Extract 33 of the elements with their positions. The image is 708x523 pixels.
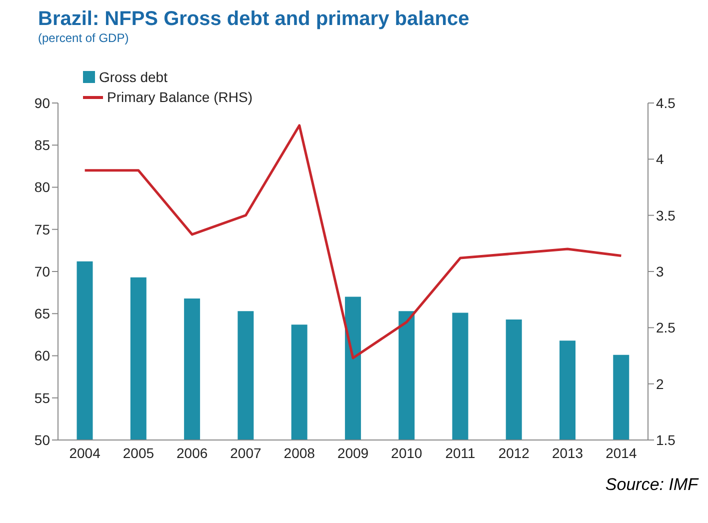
y-tick-label: 60 (34, 348, 50, 364)
x-tick-label: 2010 (391, 444, 422, 461)
y-tick-label: 75 (34, 221, 50, 238)
x-tick-label: 2012 (498, 444, 530, 461)
legend-label: Gross debt (99, 69, 168, 85)
y-tick-label: 85 (34, 137, 50, 154)
y-tick-label: 90 (34, 94, 50, 111)
y2-tick-label: 3 (656, 263, 664, 280)
y-tick-label: 70 (34, 263, 50, 280)
x-tick-label: 2005 (122, 444, 154, 461)
y2-tick-label: 2 (656, 376, 664, 392)
y2-tick-label: 4.5 (656, 94, 676, 111)
x-tick-label: 2008 (284, 444, 316, 461)
y-tick-label: 65 (34, 306, 50, 322)
source-note: Source: IMF (604, 475, 698, 495)
x-tick-label: 2004 (69, 444, 101, 461)
line-series (84, 124, 622, 360)
chart-subtitle: (percent of GDP) (38, 31, 130, 45)
y-tick-label: 55 (34, 390, 50, 406)
y2-tick-label: 3.5 (656, 207, 676, 224)
x-tick-label: 2011 (445, 444, 476, 461)
y-tick-label: 50 (34, 432, 50, 448)
y-tick-label: 80 (34, 179, 50, 196)
x-tick-label: 2014 (606, 444, 637, 461)
y2-tick-label: 2.5 (656, 320, 676, 336)
y2-tick-label: 1.5 (656, 432, 676, 448)
y2-tick-label: 4 (656, 151, 664, 168)
legend-label: Primary Balance (RHS) (107, 89, 252, 105)
x-tick-label: 2013 (552, 444, 584, 461)
x-tick-label: 2006 (176, 444, 208, 461)
x-tick-label: 2007 (230, 444, 262, 461)
chart-title: Brazil: NFPS Gross debt and primary balance (38, 8, 470, 31)
x-tick-label: 2009 (337, 444, 369, 461)
